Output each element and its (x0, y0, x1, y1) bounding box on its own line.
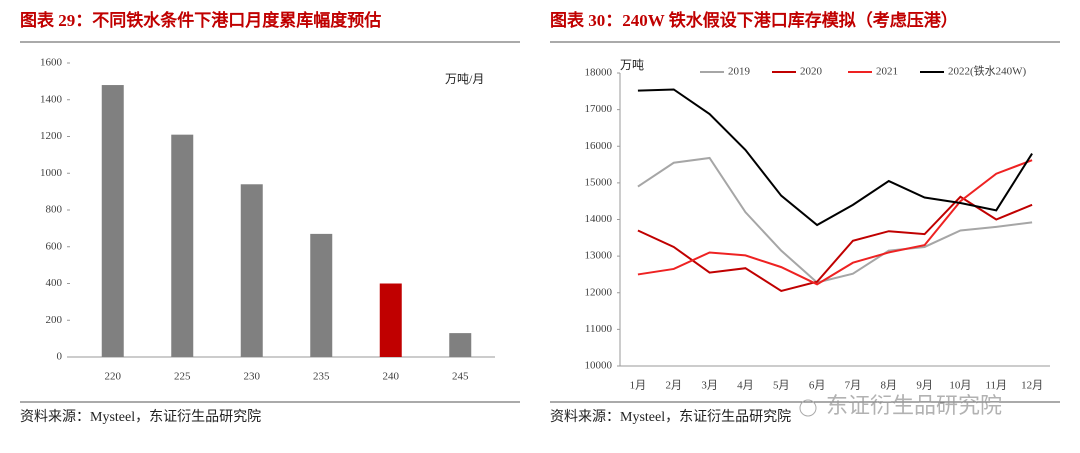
legend-label: 2021 (876, 66, 898, 78)
x-tick-label: 225 (174, 371, 191, 383)
y-tick-label: 1200 (40, 130, 63, 142)
x-tick-label: 4月 (737, 380, 754, 392)
y-tick-label: 11000 (585, 323, 613, 335)
x-tick-label: 245 (452, 371, 469, 383)
x-tick-label: 6月 (809, 380, 826, 392)
x-tick-label: 235 (313, 371, 330, 383)
line-series (637, 88, 1033, 227)
x-tick-label: 220 (105, 371, 122, 383)
legend-label: 2022(铁水240W) (948, 65, 1027, 78)
x-tick-label: 10月 (949, 380, 971, 392)
y-tick-label: 600 (46, 240, 63, 252)
bar (101, 85, 124, 358)
x-tick-label: 11月 (985, 380, 1007, 392)
legend-label: 2019 (728, 66, 751, 78)
x-tick-label: 230 (244, 371, 261, 383)
y-tick-label: 1600 (40, 57, 63, 69)
line-series (637, 159, 1033, 286)
y-tick-label: 400 (46, 277, 63, 289)
chart-title: 图表 30：240W 铁水假设下港口库存模拟（考虑压港） (550, 10, 958, 30)
x-tick-label: 8月 (881, 380, 898, 392)
y-tick-label: 1400 (40, 93, 63, 105)
unit-label: 万吨/月 (445, 72, 484, 86)
y-tick-label: 1000 (40, 167, 63, 179)
bar (171, 134, 194, 357)
source: 资料来源：Mysteel，东证衍生品研究院 (20, 409, 261, 425)
y-tick-label: 16000 (585, 140, 613, 152)
y-tick-label: 0 (57, 351, 63, 363)
bar (310, 233, 333, 357)
x-tick-label: 1月 (630, 380, 647, 392)
unit-label: 万吨 (620, 58, 644, 72)
y-tick-label: 13000 (585, 250, 613, 262)
x-tick-label: 7月 (845, 380, 862, 392)
bar (379, 283, 402, 357)
y-tick-label: 15000 (585, 176, 613, 188)
bar (449, 333, 472, 357)
watermark: 东证衍生品研究院 (826, 393, 1002, 418)
y-tick-label: 200 (46, 314, 63, 326)
y-tick-label: 14000 (585, 213, 613, 225)
x-tick-label: 240 (383, 371, 400, 383)
y-tick-label: 17000 (585, 103, 613, 115)
y-tick-label: 10000 (585, 360, 613, 372)
y-tick-label: 12000 (585, 286, 613, 298)
x-tick-label: 12月 (1021, 380, 1043, 392)
line-series (637, 156, 1033, 284)
x-tick-label: 2月 (666, 380, 683, 392)
watermark-logo (799, 399, 817, 417)
x-tick-label: 5月 (773, 380, 790, 392)
x-tick-label: 9月 (916, 380, 933, 392)
x-tick-label: 3月 (701, 380, 718, 392)
bar (240, 184, 263, 357)
legend-label: 2020 (800, 66, 823, 78)
y-tick-label: 800 (46, 204, 63, 216)
y-tick-label: 18000 (585, 67, 613, 79)
line-series (637, 195, 1033, 292)
source: 资料来源：Mysteel，东证衍生品研究院 (550, 409, 791, 425)
chart-title: 图表 29：不同铁水条件下港口月度累库幅度预估 (20, 10, 381, 30)
